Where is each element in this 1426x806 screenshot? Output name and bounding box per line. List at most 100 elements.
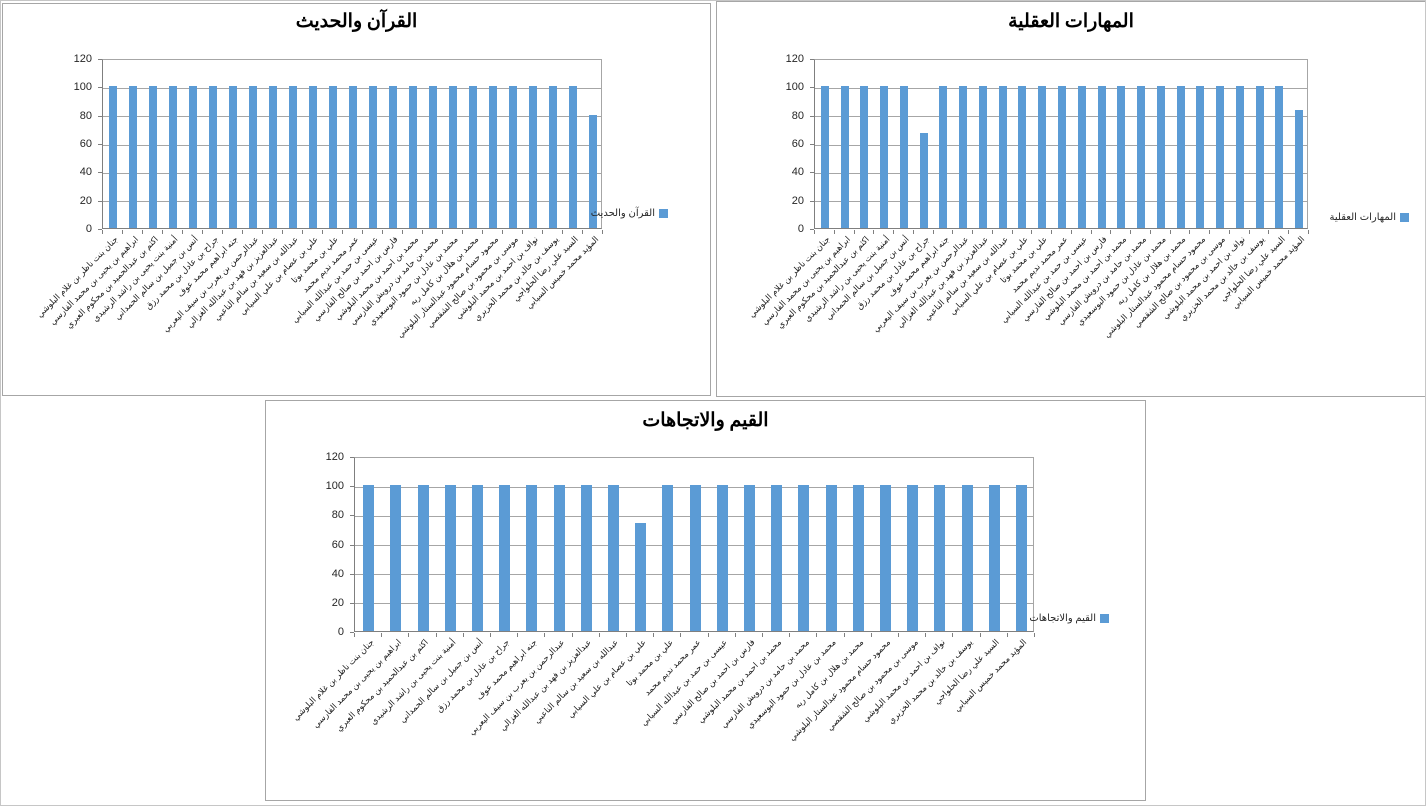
- chart-title: المهارات العقلية: [1008, 11, 1134, 32]
- y-axis-tick: [350, 574, 354, 575]
- y-axis-tick-label: 120: [785, 53, 804, 65]
- bar: [349, 86, 357, 228]
- x-axis-tick: [933, 230, 934, 234]
- x-axis-tick: [1130, 230, 1131, 234]
- y-axis-tick: [810, 229, 814, 230]
- y-axis-tick: [810, 59, 814, 60]
- x-axis-tick: [408, 633, 409, 637]
- y-axis-tick-label: 100: [73, 81, 92, 94]
- x-axis-tick: [1170, 230, 1171, 234]
- bar: [363, 485, 374, 631]
- x-axis-tick: [599, 633, 600, 637]
- x-axis-tick: [1007, 633, 1008, 637]
- x-axis-tick: [242, 230, 243, 234]
- y-axis-tick: [350, 486, 354, 487]
- bar: [429, 86, 437, 228]
- bar: [744, 485, 755, 631]
- x-axis-tick: [562, 230, 563, 234]
- plot-area: [354, 457, 1034, 632]
- x-axis-tick: [544, 633, 545, 637]
- x-axis-tick: [422, 230, 423, 234]
- x-axis-tick: [871, 633, 872, 637]
- y-axis-tick: [810, 116, 814, 117]
- x-axis-tick: [354, 633, 355, 637]
- bar: [109, 86, 117, 228]
- x-axis-tick: [1071, 230, 1072, 234]
- x-axis-tick: [542, 230, 543, 234]
- bar: [979, 86, 987, 228]
- y-axis-tick-label: 0: [337, 626, 344, 638]
- bar: [771, 485, 782, 631]
- y-axis-tick: [98, 59, 102, 60]
- y-axis-tick: [98, 87, 102, 88]
- x-axis-tick: [142, 230, 143, 234]
- bar: [554, 485, 565, 631]
- x-axis-tick: [262, 230, 263, 234]
- bar: [445, 485, 456, 631]
- bar: [1078, 86, 1086, 228]
- y-axis-tick-label: 40: [791, 166, 804, 179]
- y-axis-tick: [350, 457, 354, 458]
- bar: [1016, 485, 1027, 631]
- bar: [1196, 86, 1204, 228]
- x-axis-tick: [814, 230, 815, 234]
- bar: [472, 485, 483, 631]
- x-axis-tick: [1031, 230, 1032, 234]
- x-axis-category-label: محمود حسام محمود عبدالستار البلوشي: [786, 637, 893, 743]
- y-axis-tick: [810, 144, 814, 145]
- chart-panel-values-attitudes: القيم والاتجاهات القيم والاتجاهات 0 20 40 6…: [265, 400, 1146, 801]
- x-axis-tick: [1249, 230, 1250, 234]
- y-axis-tick-label: 0: [797, 223, 804, 235]
- x-axis-tick: [342, 230, 343, 234]
- y-axis-tick: [98, 201, 102, 202]
- x-axis-tick: [162, 230, 163, 234]
- y-axis-tick-label: 60: [79, 138, 92, 150]
- y-axis-tick-label: 120: [325, 451, 344, 463]
- legend-swatch-icon: [1400, 213, 1409, 222]
- x-axis-tick: [402, 230, 403, 234]
- x-axis-tick: [1268, 230, 1269, 234]
- y-axis-tick-label: 0: [85, 223, 92, 235]
- bar: [934, 485, 945, 631]
- legend: القيم والاتجاهات: [1029, 613, 1109, 624]
- bar: [1275, 86, 1283, 228]
- x-axis-tick: [362, 230, 363, 234]
- bar: [826, 485, 837, 631]
- x-axis-tick: [602, 230, 603, 234]
- legend: القرآن والحديث: [591, 208, 668, 219]
- bar: [489, 86, 497, 228]
- bar: [853, 485, 864, 631]
- y-axis-tick-label: 20: [79, 194, 92, 207]
- plot-area: [814, 59, 1308, 229]
- bar: [880, 86, 888, 228]
- bar: [999, 86, 1007, 228]
- bar: [635, 523, 646, 631]
- bar: [920, 133, 928, 228]
- bar: [662, 485, 673, 631]
- bar: [529, 86, 537, 228]
- bar: [249, 86, 257, 228]
- y-axis-tick: [98, 116, 102, 117]
- x-axis-tick: [517, 633, 518, 637]
- legend-label: المهارات العقلية: [1329, 212, 1396, 223]
- y-axis-tick: [98, 172, 102, 173]
- x-axis-tick: [992, 230, 993, 234]
- bar: [569, 86, 577, 228]
- chart-title: القرآن والحديث: [295, 11, 418, 32]
- y-axis-tick: [350, 603, 354, 604]
- x-axis-tick: [1091, 230, 1092, 234]
- y-axis-tick-label: 20: [791, 194, 804, 207]
- y-axis-tick: [810, 172, 814, 173]
- bar: [880, 485, 891, 631]
- legend-swatch-icon: [1100, 614, 1109, 623]
- x-axis-tick: [572, 633, 573, 637]
- bar: [499, 485, 510, 631]
- bar: [1137, 86, 1145, 228]
- x-axis-tick: [482, 230, 483, 234]
- y-axis-tick: [98, 229, 102, 230]
- x-axis-tick: [202, 230, 203, 234]
- bar: [526, 485, 537, 631]
- x-axis-tick: [762, 633, 763, 637]
- bar: [989, 485, 1000, 631]
- bar: [841, 86, 849, 228]
